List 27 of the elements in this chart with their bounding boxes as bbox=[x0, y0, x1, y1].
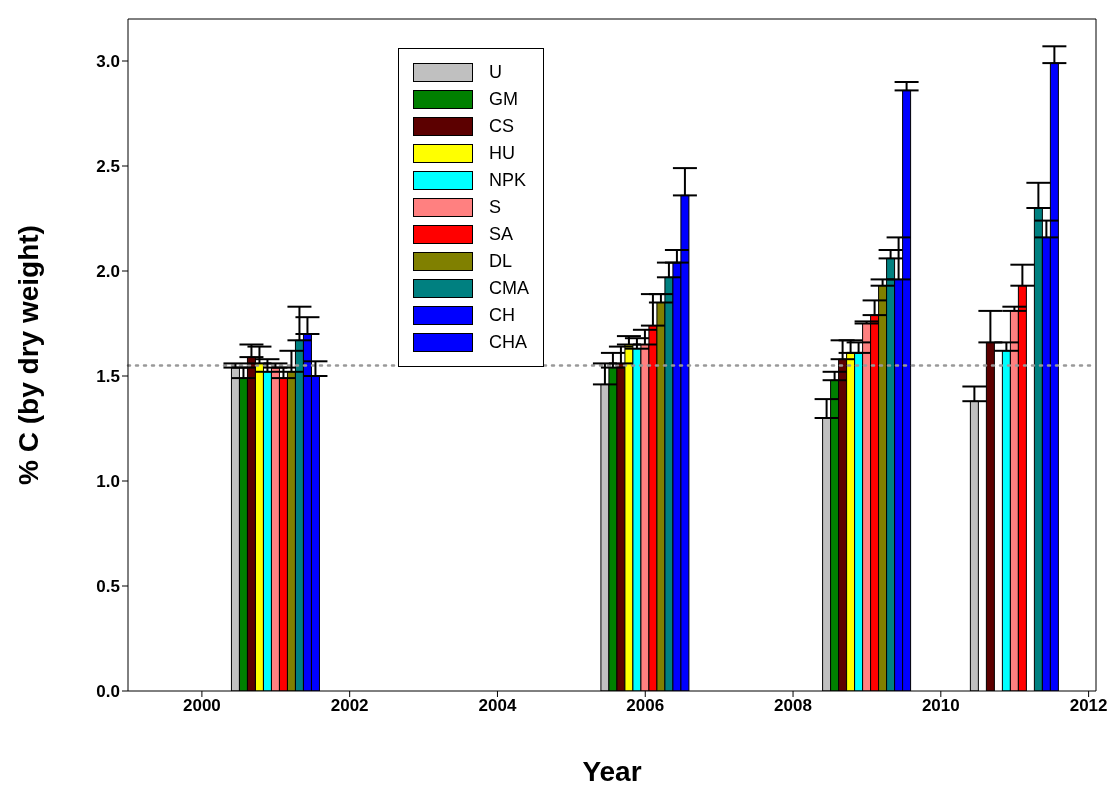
y-tick-label: 2.5 bbox=[96, 157, 120, 177]
x-tick-label: 2006 bbox=[626, 696, 665, 716]
legend-label: SA bbox=[489, 224, 514, 245]
legend-label: CHA bbox=[489, 332, 528, 353]
x-tick-label: 2008 bbox=[774, 696, 812, 716]
y-tick-label: 1.5 bbox=[96, 367, 120, 387]
legend-label: CH bbox=[489, 305, 515, 326]
legend-label: HU bbox=[489, 143, 515, 164]
legend-label: DL bbox=[489, 251, 513, 272]
x-tick-label: 2004 bbox=[478, 696, 517, 716]
legend-label: CS bbox=[489, 116, 515, 137]
y-tick-label: 0.0 bbox=[96, 682, 120, 702]
legend-label: U bbox=[489, 62, 502, 83]
y-tick-label: 1.0 bbox=[96, 472, 120, 492]
y-axis-title: % C (by dry weight) bbox=[12, 225, 44, 485]
x-tick-label: 2002 bbox=[330, 696, 369, 716]
x-axis-title: Year bbox=[582, 756, 642, 787]
y-tick-label: 2.0 bbox=[96, 262, 120, 282]
legend-label: GM bbox=[489, 89, 518, 110]
y-tick-label: 3.0 bbox=[96, 52, 120, 72]
x-tick-label: 2010 bbox=[921, 696, 960, 716]
x-tick-label: 2012 bbox=[1069, 696, 1108, 716]
y-tick-label: 0.5 bbox=[96, 577, 120, 597]
legend-label: S bbox=[489, 197, 502, 218]
legend-label: NPK bbox=[489, 170, 527, 191]
x-tick-label: 2000 bbox=[182, 696, 221, 716]
legend-label: CMA bbox=[489, 278, 529, 299]
